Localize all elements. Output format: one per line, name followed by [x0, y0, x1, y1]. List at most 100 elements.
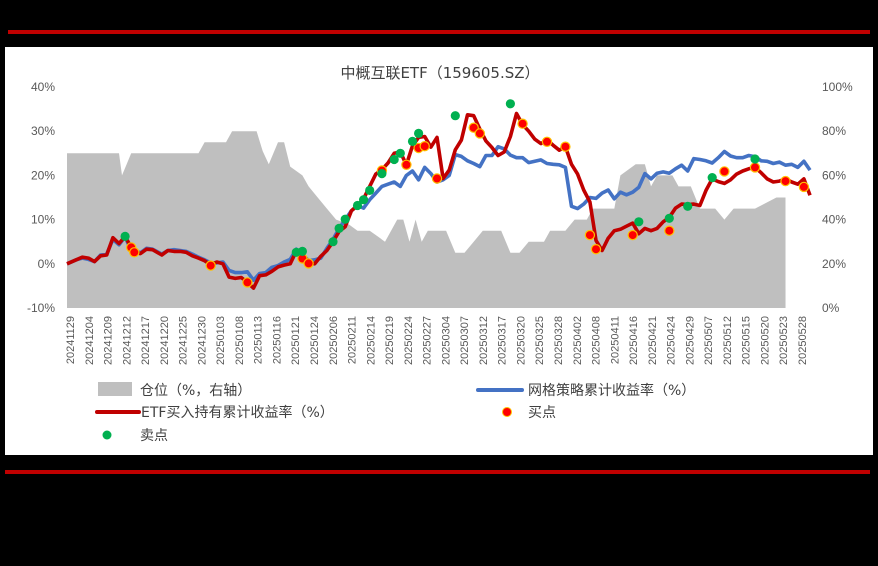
x-axis-tick: 20250116 [272, 316, 284, 364]
sell-point [365, 185, 375, 195]
buy-point [780, 175, 791, 187]
x-axis-tick: 20250219 [384, 316, 396, 365]
legend: 仓位（%，右轴） 网格策略累计收益率（%） ETF买入持有累计收益率（%） 买点… [95, 382, 695, 444]
sell-point [352, 200, 363, 211]
x-axis-tick: 20250325 [534, 316, 546, 365]
left-axis-tick: 30% [31, 124, 55, 138]
buy-point [560, 141, 571, 152]
buy-point [517, 118, 528, 129]
x-axis-tick: 20250520 [760, 316, 772, 365]
x-axis-tick: 20250408 [591, 316, 603, 365]
sell-point [634, 217, 644, 227]
x-axis: 20241129 20241204 20241209 20241212 20241217… [65, 316, 809, 365]
x-axis-tick: 20250320 [516, 316, 528, 365]
sell-point [664, 213, 674, 223]
x-axis-tick: 20250429 [684, 316, 696, 365]
x-axis-tick: 20241220 [159, 316, 171, 365]
buy-point [664, 225, 675, 236]
right-axis-tick: 20% [822, 257, 846, 271]
sell-point [359, 195, 369, 205]
x-axis-tick: 20250211 [347, 316, 359, 364]
sell-point [750, 154, 760, 164]
x-axis-tick: 20250523 [778, 316, 790, 365]
sell-point [340, 214, 350, 224]
chart-title: 中概互联ETF（159605.SZ） [340, 64, 539, 82]
sell-point [683, 201, 693, 211]
x-axis-tick: 20250328 [553, 316, 565, 365]
sell-point [120, 231, 130, 241]
sell-point [389, 154, 399, 165]
legend-label: 网格策略累计收益率（%） [528, 382, 695, 399]
buy-point [242, 277, 253, 288]
x-axis-tick: 20250304 [440, 316, 452, 365]
x-axis-tick: 20241225 [178, 316, 190, 365]
legend-red-dot-icon [502, 407, 512, 417]
bottom-rule [5, 470, 870, 474]
x-axis-tick: 20250121 [290, 316, 302, 365]
buy-point [401, 159, 412, 170]
buy-point [431, 173, 443, 184]
legend-item-sell: 卖点 [102, 428, 168, 444]
sell-point [395, 148, 405, 158]
x-axis-tick: 20241230 [196, 316, 208, 365]
x-axis-tick: 20250206 [328, 316, 340, 365]
x-axis-tick: 20241129 [65, 316, 77, 364]
x-axis-tick: 20250214 [365, 316, 377, 365]
x-axis-tick: 20250307 [459, 316, 471, 365]
buy-point [541, 136, 553, 147]
legend-item-etf-hold: ETF买入持有累计收益率（%） [95, 404, 334, 421]
position-area [67, 131, 786, 308]
x-axis-tick: 20250424 [666, 316, 678, 365]
x-axis-tick: 20250515 [741, 316, 753, 365]
legend-label: 卖点 [140, 428, 168, 444]
left-axis-tick: -10% [27, 301, 55, 315]
right-axis-tick: 40% [822, 213, 846, 227]
left-axis: 40% 30% 20% 10% 0% -10% [27, 80, 55, 315]
left-axis-tick: 10% [31, 213, 55, 227]
x-axis-tick: 20250227 [422, 316, 434, 365]
sell-point [328, 237, 338, 247]
top-rule [8, 30, 870, 34]
x-axis-tick: 20250411 [609, 316, 621, 364]
buy-point [590, 243, 602, 255]
x-axis-tick: 20241204 [84, 316, 96, 365]
legend-item-buy: 买点 [502, 405, 556, 421]
x-axis-tick: 20250224 [403, 316, 415, 365]
buy-point [205, 260, 216, 271]
legend-label: 仓位（%，右轴） [140, 383, 251, 399]
legend-green-dot-icon [102, 430, 112, 440]
x-axis-tick: 20241209 [103, 316, 115, 365]
sell-point [707, 173, 717, 183]
x-axis-tick: 20250103 [215, 316, 227, 365]
buy-point [584, 229, 596, 241]
left-axis-tick: 20% [31, 168, 55, 182]
legend-item-position: 仓位（%，右轴） [98, 382, 251, 399]
right-axis-tick: 80% [822, 124, 846, 138]
x-axis-tick: 20250421 [647, 316, 659, 365]
buy-point [129, 247, 140, 258]
buy-point [474, 128, 485, 139]
buy-point [419, 140, 430, 152]
x-axis-tick: 20250512 [722, 316, 734, 365]
sell-point [450, 111, 460, 121]
buy-point [627, 229, 638, 241]
sell-point [334, 223, 344, 233]
sell-point [505, 99, 515, 109]
left-axis-tick: 0% [38, 257, 56, 271]
x-axis-tick: 20250416 [628, 316, 640, 365]
sell-point [377, 169, 387, 179]
x-axis-tick: 20250108 [234, 316, 246, 365]
sell-point [414, 128, 424, 138]
right-axis-tick: 100% [822, 80, 853, 94]
trade-points [120, 99, 810, 288]
buy-point [749, 162, 761, 173]
legend-item-grid-strategy: 网格策略累计收益率（%） [476, 382, 695, 399]
right-axis-tick: 0% [822, 301, 840, 315]
right-axis: 100% 80% 60% 40% 20% 0% [822, 80, 853, 315]
legend-label: 买点 [528, 405, 556, 421]
left-axis-tick: 40% [31, 80, 55, 94]
x-axis-tick: 20250124 [309, 316, 321, 365]
x-axis-tick: 20241212 [121, 316, 133, 365]
x-axis-tick: 20250317 [497, 316, 509, 365]
